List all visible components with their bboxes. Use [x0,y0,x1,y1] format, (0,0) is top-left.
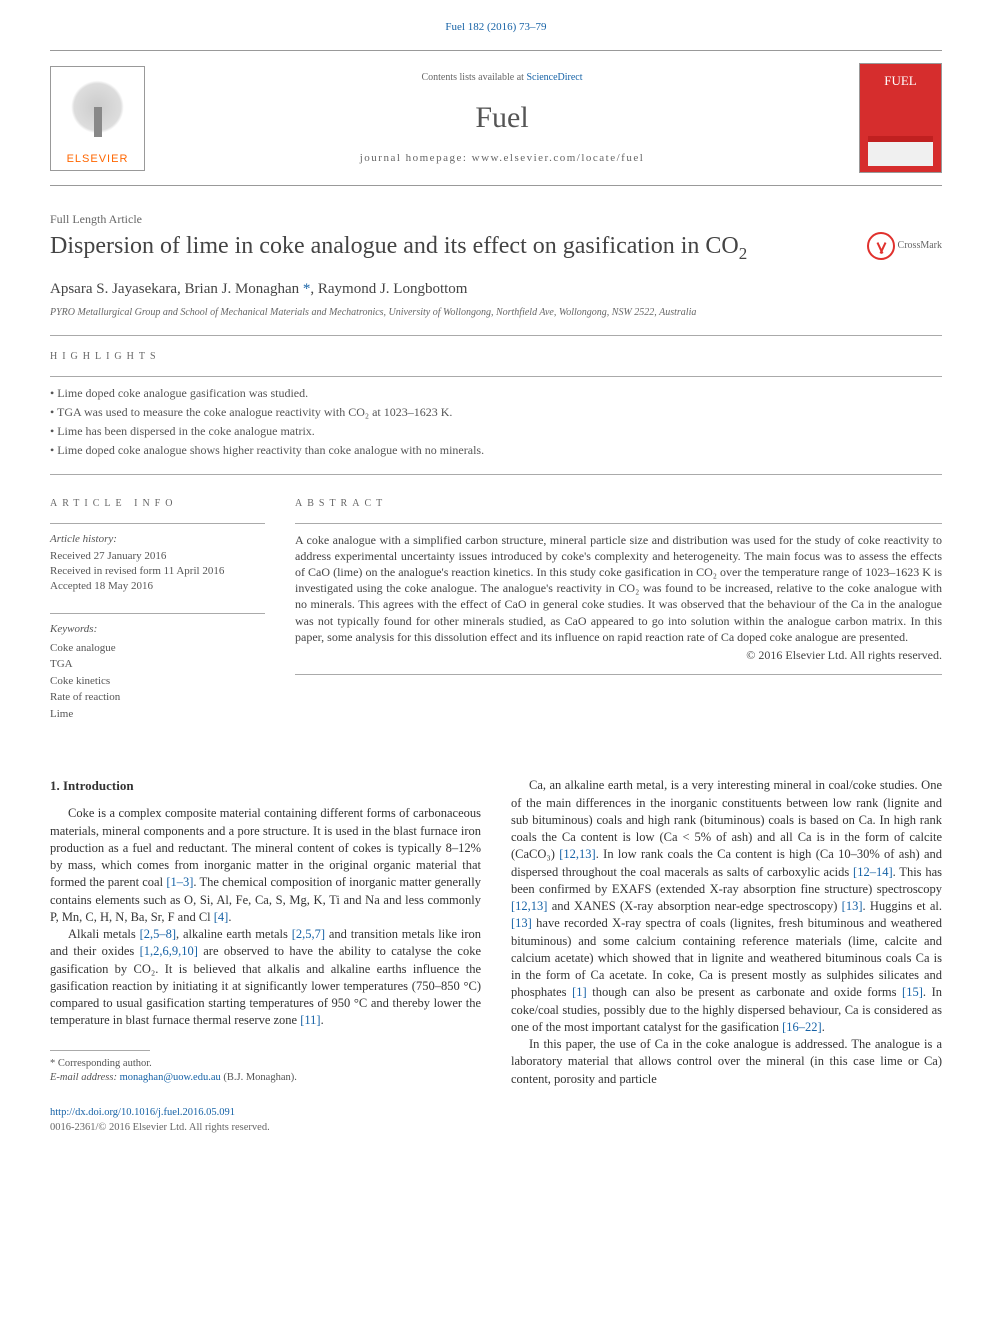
ref-link[interactable]: [13] [842,899,863,913]
homepage-line: journal homepage: www.elsevier.com/locat… [145,151,859,166]
keyword: TGA [50,656,265,673]
ref-link[interactable]: [1–3] [166,875,193,889]
crossmark-badge[interactable]: CrossMark [867,232,942,260]
body-column-left: 1. Introduction Coke is a complex compos… [50,777,481,1088]
issn-copyright: 0016-2361/© 2016 Elsevier Ltd. All right… [50,1121,942,1136]
footnote-separator [50,1050,150,1051]
highlight-item: TGA was used to measure the coke analogu… [50,404,942,421]
email-tail: (B.J. Monaghan). [221,1072,297,1083]
text-run: . [228,910,231,924]
highlight-item: Lime doped coke analogue gasification wa… [50,385,942,402]
keyword: Coke kinetics [50,673,265,690]
accepted-date: Accepted 18 May 2016 [50,579,265,594]
footer: http://dx.doi.org/10.1016/j.fuel.2016.05… [50,1106,942,1135]
authors: Apsara S. Jayasekara, Brian J. Monaghan … [50,279,942,300]
info-abstract-row: article info Article history: Received 2… [50,483,942,743]
journal-name: Fuel [145,97,859,139]
authors-text: Apsara S. Jayasekara, Brian J. Monaghan [50,281,303,297]
text-run: and XANES (X-ray absorption near-edge sp… [547,899,841,913]
contents-prefix: Contents lists available at [421,72,526,83]
text-run: . Huggins et al. [862,899,942,913]
contents-line: Contents lists available at ScienceDirec… [145,71,859,85]
received-date: Received 27 January 2016 [50,549,265,564]
title-subscript: 2 [739,244,748,263]
email-label: E-mail address: [50,1072,120,1083]
ref-link[interactable]: [1,2,6,9,10] [140,944,198,958]
journal-cover: FUEL [859,63,942,173]
email-link[interactable]: monaghan@uow.edu.au [120,1072,221,1083]
revised-date: Received in revised form 11 April 2016 [50,564,265,579]
history-label: Article history: [50,532,265,547]
header-center: Contents lists available at ScienceDirec… [145,71,859,166]
article-type: Full Length Article [50,211,942,228]
paragraph: Ca, an alkaline earth metal, is a very i… [511,777,942,1036]
sciencedirect-link[interactable]: ScienceDirect [526,72,582,83]
ref-link[interactable]: [12,13] [511,899,547,913]
highlight-item: Lime doped coke analogue shows higher re… [50,442,942,459]
ref-link[interactable]: [2,5,7] [292,927,325,941]
keyword: Lime [50,706,265,723]
divider [50,376,942,377]
keyword: Coke analogue [50,640,265,657]
text-run: though can also be present as carbonate … [587,985,902,999]
ref-link[interactable]: [4] [214,910,229,924]
text-run: Alkali metals [68,927,140,941]
text-run: . [321,1013,324,1027]
ref-link[interactable]: [2,5–8] [140,927,176,941]
affiliation: PYRO Metallurgical Group and School of M… [50,306,942,320]
highlights-heading: highlights [50,350,942,364]
abstract-column: abstract A coke analogue with a simplifi… [295,483,942,743]
header-band: ELSEVIER Contents lists available at Sci… [50,50,942,186]
divider [295,674,942,675]
article-info-heading: article info [50,497,265,511]
ref-link[interactable]: [11] [300,1013,320,1027]
article-title: Dispersion of lime in coke analogue and … [50,232,852,264]
abstract-copyright: © 2016 Elsevier Ltd. All rights reserved… [295,647,942,664]
article-info-column: article info Article history: Received 2… [50,483,265,743]
body-columns: 1. Introduction Coke is a complex compos… [50,777,942,1088]
divider [50,335,942,336]
paragraph: In this paper, the use of Ca in the coke… [511,1036,942,1088]
title-row: Dispersion of lime in coke analogue and … [50,232,942,264]
paragraph: Alkali metals [2,5–8], alkaline earth me… [50,926,481,1030]
ref-link[interactable]: [12–14] [853,865,893,879]
section-heading: 1. Introduction [50,777,481,795]
ref-link[interactable]: [13] [511,916,532,930]
highlight-item: Lime has been dispersed in the coke anal… [50,423,942,440]
cover-graphic [868,136,933,166]
cover-title: FUEL [884,72,917,90]
elsevier-text: ELSEVIER [67,152,129,167]
authors-tail: , Raymond J. Longbottom [310,281,467,297]
divider [295,523,942,524]
doi-link[interactable]: http://dx.doi.org/10.1016/j.fuel.2016.05… [50,1107,235,1118]
keywords-block: Keywords: Coke analogue TGA Coke kinetic… [50,613,265,722]
elsevier-tree-icon [60,77,135,152]
paragraph: Coke is a complex composite material con… [50,805,481,926]
crossmark-label: CrossMark [898,239,942,253]
highlights-list: Lime doped coke analogue gasification wa… [50,385,942,458]
top-citation: Fuel 182 (2016) 73–79 [50,20,942,35]
body-column-right: Ca, an alkaline earth metal, is a very i… [511,777,942,1088]
abstract-text: A coke analogue with a simplified carbon… [295,532,942,645]
divider [50,474,942,475]
corresponding-author-note: * Corresponding author. [50,1057,481,1072]
keywords-label: Keywords: [50,622,265,637]
abstract-heading: abstract [295,497,942,511]
title-text: Dispersion of lime in coke analogue and … [50,233,739,259]
ref-link[interactable]: [15] [902,985,923,999]
text-run: . [822,1020,825,1034]
ref-link[interactable]: [12,13] [559,847,595,861]
crossmark-icon [867,232,895,260]
ref-link[interactable]: [16–22] [782,1020,822,1034]
text-run: , alkaline earth metals [176,927,292,941]
ref-link[interactable]: [1] [572,985,587,999]
elsevier-logo: ELSEVIER [50,66,145,171]
email-footnote: E-mail address: monaghan@uow.edu.au (B.J… [50,1071,481,1086]
history-block: Article history: Received 27 January 201… [50,523,265,594]
keyword: Rate of reaction [50,689,265,706]
